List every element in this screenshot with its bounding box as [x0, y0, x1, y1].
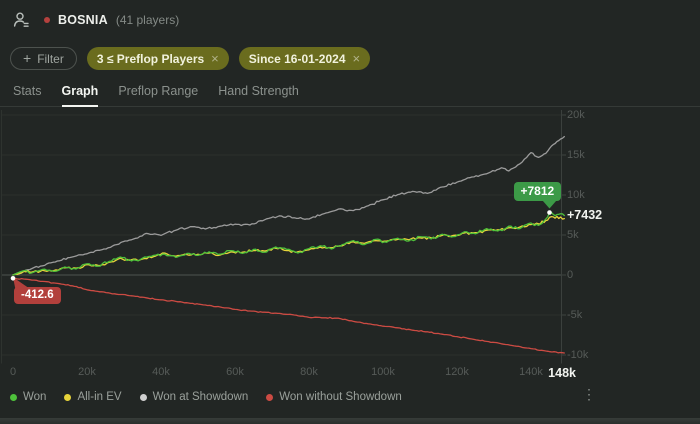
filter-chip-since-date[interactable]: Since 16-01-2024 × — [238, 47, 371, 70]
filter-bar: + Filter 3 ≤ Preflop Players × Since 16-… — [10, 47, 371, 70]
bottom-edge-strip — [0, 418, 700, 424]
page-title: BOSNIA — [58, 13, 108, 27]
close-icon[interactable]: × — [352, 51, 361, 66]
y-tick-label: -10k — [567, 348, 589, 361]
legend-item-won-without-showdown[interactable]: Won without Showdown — [266, 391, 402, 403]
close-icon[interactable]: × — [211, 51, 219, 66]
tabs-bar: Stats Graph Preflop Range Hand Strength — [0, 84, 700, 107]
x-tick-label: 100k — [371, 366, 395, 378]
legend-dot-icon — [10, 393, 17, 401]
chart-legend: Won All-in EV Won at Showdown Won without S… — [10, 389, 402, 405]
legend-label: All-in EV — [77, 391, 122, 403]
x-tick-label: 20k — [78, 366, 96, 378]
won-final-value-label: +7432 — [567, 207, 603, 222]
filter-chip-preflop-players[interactable]: 3 ≤ Preflop Players × — [86, 47, 229, 70]
legend-dot-icon — [64, 393, 72, 401]
tab-stats[interactable]: Stats — [13, 84, 42, 98]
y-tick-label: 15k — [567, 148, 585, 161]
y-tick-label: 10k — [567, 188, 585, 201]
filter-chip-label: 3 ≤ Preflop Players — [96, 51, 205, 66]
legend-label: Won without Showdown — [279, 391, 402, 403]
players-icon[interactable] — [12, 11, 30, 29]
y-tick-label: 5k — [567, 228, 579, 241]
x-tick-label: 40k — [152, 366, 170, 378]
status-dot — [44, 17, 50, 23]
x-tick-label: 80k — [300, 366, 318, 378]
tab-graph[interactable]: Graph — [61, 84, 99, 107]
header: BOSNIA (41 players) — [12, 10, 179, 30]
filter-chip-label: Since 16-01-2024 — [248, 51, 346, 66]
plus-icon: + — [23, 50, 32, 66]
legend-label: Won — [23, 391, 47, 403]
legend-dot-icon — [139, 393, 147, 401]
legend-item-won[interactable]: Won — [10, 391, 46, 403]
x-tick-label: 120k — [445, 366, 469, 378]
y-tick-label: 20k — [567, 108, 585, 121]
legend-item-won-at-showdown[interactable]: Won at Showdown — [139, 391, 249, 403]
tooltip-badge-negative: -412.6 — [14, 287, 61, 305]
tab-hand-strength[interactable]: Hand Strength — [218, 84, 299, 98]
legend-item-all-in-ev[interactable]: All-in EV — [64, 391, 122, 403]
x-axis-end-label: 148k — [548, 366, 576, 380]
filter-button-label: Filter — [37, 51, 64, 66]
x-tick-label: 140k — [519, 366, 543, 378]
legend-label: Won at Showdown — [152, 391, 249, 403]
legend-dot-icon — [266, 393, 274, 401]
tab-preflop-range[interactable]: Preflop Range — [118, 84, 199, 98]
players-count: (41 players) — [115, 13, 180, 27]
y-tick-label: 0 — [567, 268, 574, 281]
x-tick-label: 60k — [226, 366, 244, 378]
tooltip-badge-positive: +7812 — [513, 181, 562, 201]
x-tick-label: 0 — [9, 366, 17, 378]
more-options-button[interactable]: ⋮ — [582, 386, 596, 402]
add-filter-button[interactable]: + Filter — [10, 47, 77, 70]
y-tick-label: -5k — [567, 308, 583, 321]
